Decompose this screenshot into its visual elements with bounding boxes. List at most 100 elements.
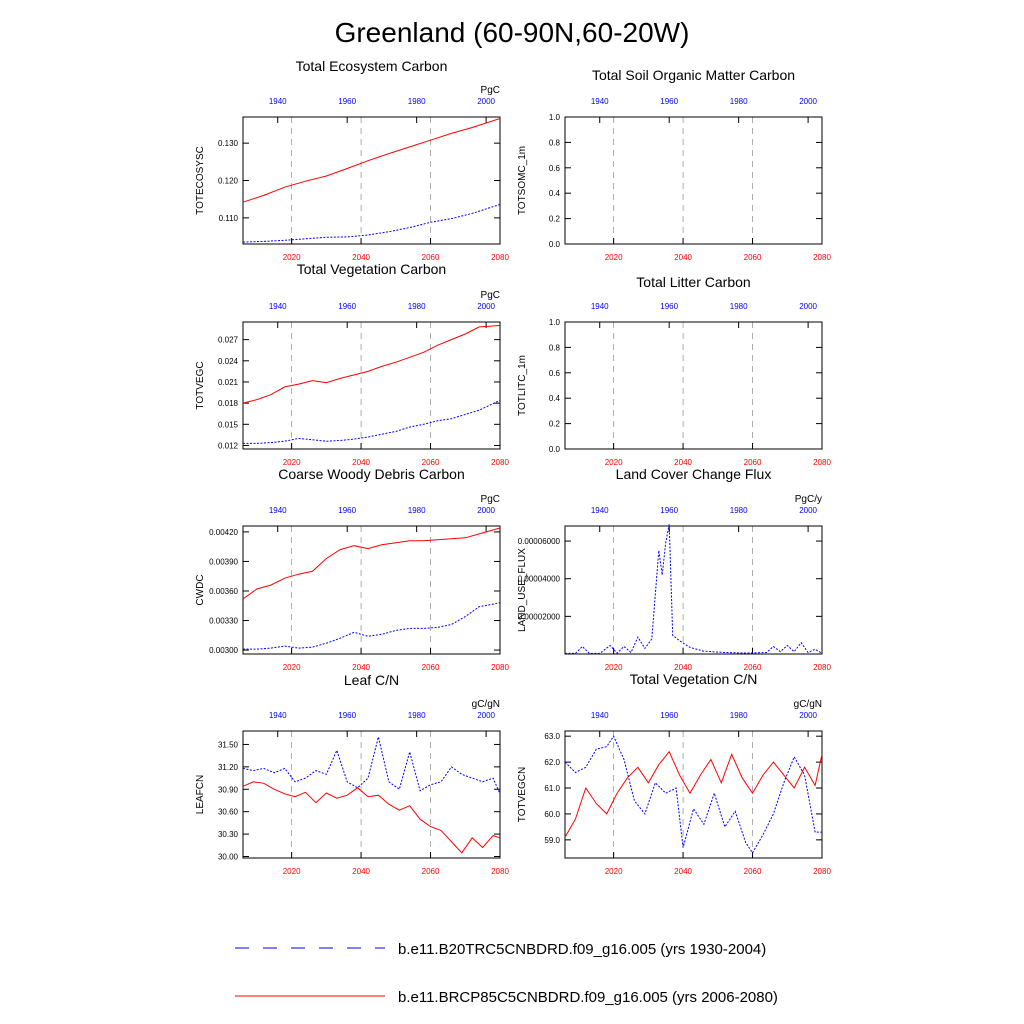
x-tick-label-bottom: 2040 — [674, 458, 692, 467]
y-tick-label: 1.0 — [549, 113, 561, 122]
x-tick-label-bottom: 2080 — [491, 663, 509, 672]
y-tick-label: 62.0 — [544, 758, 560, 767]
series-line-historical — [242, 736, 501, 795]
y-tick-label: 30.30 — [218, 830, 239, 839]
x-tick-label-top: 1960 — [338, 97, 356, 106]
y-tick-label: 0.00004000 — [518, 575, 561, 584]
y-tick-label: 0.4 — [549, 189, 561, 198]
panel-title: Total Ecosystem Carbon — [296, 58, 448, 74]
y-tick-label: 30.90 — [218, 785, 239, 794]
y-tick-label: 0.8 — [549, 343, 561, 352]
chart-panel-5: Coarse Woody Debris Carbon PgC CWDC 2020 204… — [195, 466, 509, 672]
x-tick-label-bottom: 2060 — [744, 663, 762, 672]
y-tick-label: 1.0 — [549, 318, 561, 327]
x-tick-label-top: 1980 — [730, 97, 748, 106]
y-tick-label: 0.110 — [219, 214, 239, 223]
x-tick-label-bottom: 2040 — [674, 253, 692, 262]
x-tick-label-top: 1980 — [730, 302, 748, 311]
panel-title: Total Vegetation Carbon — [297, 261, 446, 277]
chart-panel-6: Land Cover Change Flux PgC/y LAND_USE_FLUX… — [517, 466, 831, 672]
x-tick-label-bottom: 2060 — [422, 867, 440, 876]
y-tick-label: 0.0 — [549, 445, 561, 454]
x-tick-label-top: 1940 — [269, 711, 287, 720]
chart-panel-1: Total Ecosystem Carbon PgC TOTECOSYSC 2020 2… — [195, 58, 509, 262]
y-tick-label: 0.4 — [549, 394, 561, 403]
panel-frame — [564, 730, 823, 859]
y-tick-label: 0.2 — [549, 215, 561, 224]
panel-ylabel: TOTSOMC_1m — [517, 146, 528, 215]
panel-units: PgC/y — [795, 494, 822, 505]
panel-title: Coarse Woody Debris Carbon — [278, 466, 465, 482]
x-tick-label-bottom: 2020 — [605, 253, 623, 262]
x-tick-label-top: 1940 — [591, 97, 609, 106]
legend-label-future: b.e11.BRCP85C5CNBDRD.f09_g16.005 (yrs 20… — [398, 989, 778, 1006]
x-tick-label-top: 2000 — [799, 506, 817, 515]
x-tick-label-top: 1980 — [408, 506, 426, 515]
x-tick-label-bottom: 2060 — [744, 458, 762, 467]
y-tick-label: 0.027 — [218, 336, 239, 345]
y-tick-label: 0.00002000 — [518, 612, 561, 621]
y-tick-label: 0.012 — [218, 441, 239, 450]
y-tick-label: 0.015 — [218, 420, 239, 429]
chart-panel-8: Total Vegetation C/N gC/gN TOTVEGCN 2020 204… — [517, 671, 831, 876]
x-tick-label-top: 1940 — [269, 302, 287, 311]
y-tick-label: 30.60 — [218, 808, 239, 817]
x-tick-label-bottom: 2060 — [744, 867, 762, 876]
panel-units: gC/gN — [794, 699, 822, 710]
chart-panel-7: Leaf C/N gC/gN LEAFCN 2020 2040 2060 2080 1940 1… — [195, 672, 509, 876]
x-tick-label-bottom: 2060 — [422, 663, 440, 672]
chart-panel-4: Total Litter Carbon TOTLITC_1m 2020 2040 206… — [517, 274, 831, 467]
x-tick-label-top: 1940 — [591, 506, 609, 515]
y-tick-label: 31.20 — [218, 763, 239, 772]
x-tick-label-bottom: 2020 — [605, 458, 623, 467]
x-tick-label-top: 1940 — [269, 97, 287, 106]
legend-label-historical: b.e11.B20TRC5CNBDRD.f09_g16.005 (yrs 193… — [398, 941, 766, 958]
y-tick-label: 30.00 — [218, 853, 239, 862]
x-tick-label-bottom: 2040 — [674, 663, 692, 672]
x-tick-label-bottom: 2080 — [813, 663, 831, 672]
x-tick-label-bottom: 2020 — [605, 867, 623, 876]
x-tick-label-bottom: 2020 — [283, 663, 301, 672]
y-tick-label: 0.8 — [549, 138, 561, 147]
x-tick-label-bottom: 2060 — [422, 458, 440, 467]
x-tick-label-bottom: 2040 — [674, 867, 692, 876]
x-tick-label-bottom: 2020 — [605, 663, 623, 672]
x-tick-label-top: 2000 — [477, 506, 495, 515]
chart-panel-2: Total Soil Organic Matter Carbon TOTSOMC_… — [517, 67, 831, 262]
x-tick-label-bottom: 2040 — [352, 867, 370, 876]
x-tick-label-top: 1960 — [338, 302, 356, 311]
x-tick-label-bottom: 2020 — [283, 867, 301, 876]
y-tick-label: 0.6 — [549, 164, 561, 173]
y-tick-label: 0.130 — [218, 139, 239, 148]
y-tick-label: 0.00006000 — [518, 537, 561, 546]
chart-panel-3: Total Vegetation Carbon PgC TOTVEGC 2020 204… — [195, 261, 509, 467]
x-tick-label-top: 2000 — [799, 97, 817, 106]
x-tick-label-top: 1940 — [591, 302, 609, 311]
series-line-future — [242, 325, 501, 404]
panel-title: Land Cover Change Flux — [616, 466, 772, 482]
x-tick-label-bottom: 2060 — [422, 253, 440, 262]
x-tick-label-bottom: 2080 — [813, 253, 831, 262]
x-tick-label-bottom: 2080 — [491, 458, 509, 467]
x-tick-label-top: 1980 — [730, 711, 748, 720]
panel-ylabel: TOTLITC_1m — [517, 355, 528, 416]
series-line-future — [564, 750, 823, 838]
panel-frame — [564, 321, 823, 450]
x-tick-label-top: 1960 — [338, 506, 356, 515]
panel-title: Total Litter Carbon — [636, 274, 750, 290]
x-tick-label-top: 1940 — [269, 506, 287, 515]
y-tick-label: 63.0 — [544, 732, 560, 741]
x-tick-label-top: 1980 — [408, 302, 426, 311]
panel-ylabel: LAND_USE_FLUX — [517, 548, 528, 632]
x-tick-label-top: 1960 — [660, 506, 678, 515]
y-tick-label: 31.50 — [218, 740, 239, 749]
x-tick-label-bottom: 2080 — [491, 867, 509, 876]
panel-units: PgC — [481, 290, 500, 301]
panel-frame — [564, 116, 823, 245]
series-line-historical — [243, 399, 501, 444]
series-line-historical — [565, 524, 823, 654]
panel-ylabel: TOTECOSYSC — [195, 146, 206, 215]
x-tick-label-top: 1940 — [591, 711, 609, 720]
x-tick-label-top: 1960 — [338, 711, 356, 720]
panel-title: Leaf C/N — [344, 672, 399, 688]
